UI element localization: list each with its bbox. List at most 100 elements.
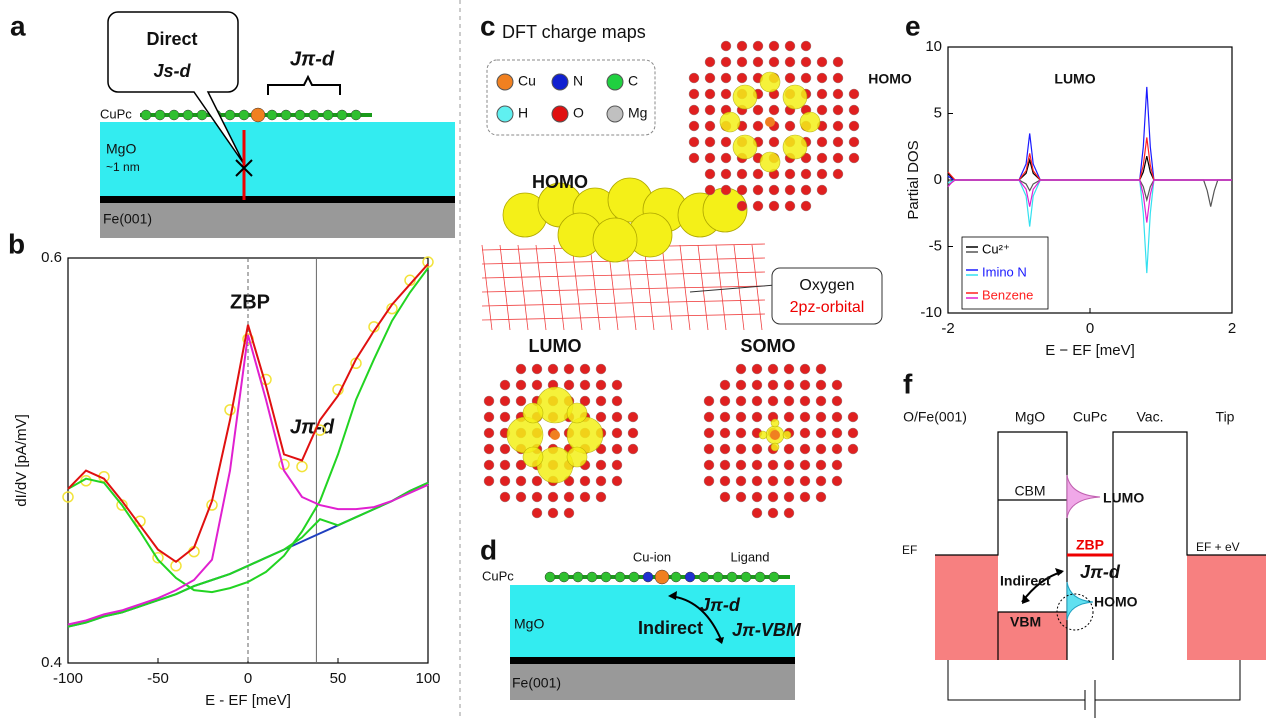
atom (720, 396, 730, 406)
atom (785, 169, 795, 179)
label: MgO (514, 616, 544, 632)
atom (817, 185, 827, 195)
atom-label: Cu (518, 73, 536, 89)
atom (705, 105, 715, 115)
column-label: Tip (1216, 409, 1235, 425)
atom (801, 201, 811, 211)
series-line (948, 180, 1232, 207)
atom (580, 476, 590, 486)
label: Indirect (1000, 573, 1051, 589)
atom (573, 572, 583, 582)
atom (736, 412, 746, 422)
atom (612, 444, 622, 454)
atom (587, 572, 597, 582)
atom-swatch (552, 106, 568, 122)
atom (753, 121, 763, 131)
label: LUMO (529, 336, 582, 356)
column-label: MgO (1015, 409, 1045, 425)
fe-layer (100, 203, 455, 238)
atom-swatch (497, 106, 513, 122)
atom (737, 185, 747, 195)
bond (500, 245, 510, 330)
atom (848, 444, 858, 454)
atom (736, 396, 746, 406)
atom (769, 41, 779, 51)
label: EF (902, 543, 917, 557)
density-lobe (523, 403, 543, 423)
label: CuPc (100, 106, 132, 121)
atom (833, 105, 843, 115)
atom (801, 57, 811, 67)
atom-label: C (628, 73, 638, 89)
atom (720, 428, 730, 438)
column-label: CuPc (1073, 409, 1107, 425)
atom (615, 572, 625, 582)
atom (752, 508, 762, 518)
panel-letter: c (480, 10, 496, 41)
label: Jπ-d (290, 48, 335, 70)
atom (769, 105, 779, 115)
density-lobe (567, 447, 587, 467)
atom (596, 476, 606, 486)
x-tick-label: -2 (941, 320, 954, 337)
panel-letter: a (10, 10, 26, 41)
atom (817, 105, 827, 115)
label: Ligand (730, 549, 769, 564)
atom (849, 153, 859, 163)
bond (716, 245, 726, 330)
atom (784, 444, 794, 454)
label: Oxygen (799, 277, 854, 294)
panel-a: a Direct Js-d Jπ-d CuPc MgO ~1 nm Fe(001… (10, 10, 455, 238)
atom (225, 110, 235, 120)
atom (720, 460, 730, 470)
cu-center (550, 430, 560, 440)
panel-d: d Cu-ion Ligand CuPc MgO Indirect Jπ-d J… (480, 534, 802, 700)
atom (800, 364, 810, 374)
atom (736, 444, 746, 454)
atom (833, 57, 843, 67)
atom (721, 153, 731, 163)
density-lobe (783, 431, 791, 439)
atom (769, 185, 779, 195)
density-lobe (507, 417, 543, 453)
atom (532, 476, 542, 486)
cu-center (770, 430, 780, 440)
atom (816, 444, 826, 454)
atom (784, 380, 794, 390)
tip-band (1187, 555, 1266, 660)
atom (559, 572, 569, 582)
atom (816, 476, 826, 486)
atom (580, 380, 590, 390)
figure: a Direct Js-d Jπ-d CuPc MgO ~1 nm Fe(001… (0, 0, 1266, 718)
interface (510, 657, 795, 664)
atom (596, 460, 606, 470)
atom (752, 412, 762, 422)
atom (484, 428, 494, 438)
series-line (948, 180, 1232, 223)
atom (500, 492, 510, 502)
atom (737, 201, 747, 211)
interface (100, 196, 455, 203)
atom (532, 508, 542, 518)
title: DFT charge maps (502, 22, 646, 42)
density-lobe (800, 112, 820, 132)
atom (628, 428, 638, 438)
atom (800, 476, 810, 486)
density-lobe (771, 419, 779, 427)
atom (816, 412, 826, 422)
atom (784, 492, 794, 502)
atom (720, 380, 730, 390)
cu-center (765, 117, 775, 127)
atom (784, 508, 794, 518)
atom (689, 73, 699, 83)
atom (704, 412, 714, 422)
atom (752, 476, 762, 486)
atom (833, 89, 843, 99)
atoms (141, 108, 361, 122)
bond (572, 245, 582, 330)
density-lobe (720, 112, 740, 132)
atom (737, 169, 747, 179)
atom (720, 492, 730, 502)
atom (769, 57, 779, 67)
atom (817, 169, 827, 179)
